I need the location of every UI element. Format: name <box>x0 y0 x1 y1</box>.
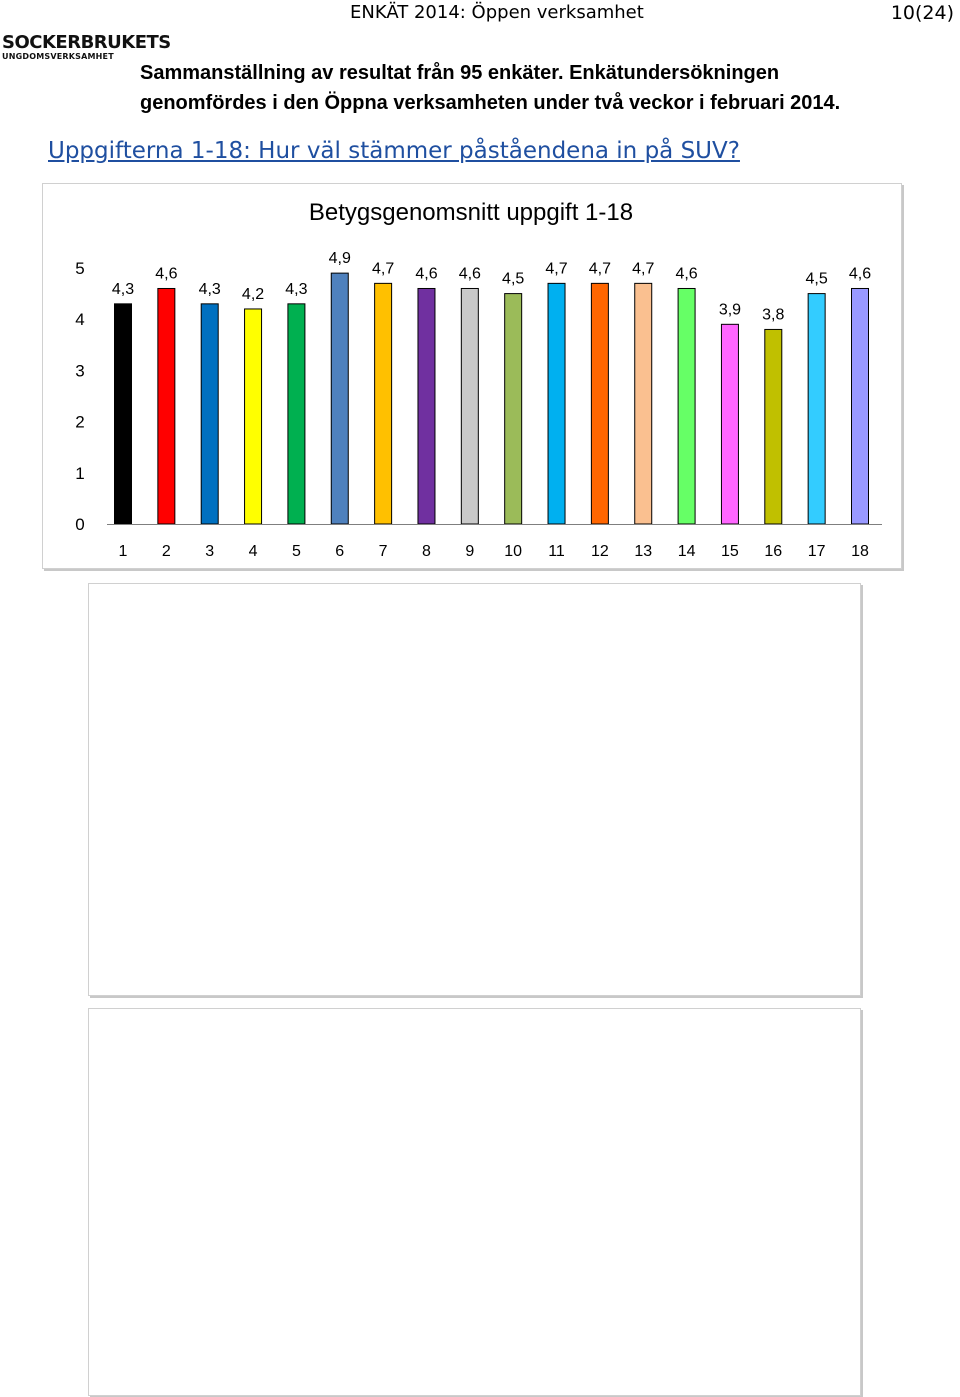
y-tick-label: 0 <box>75 515 84 534</box>
header-title: ENKÄT 2014: Öppen verksamhet <box>350 2 644 23</box>
x-tick-label: 16 <box>764 543 782 560</box>
bar <box>677 287 696 525</box>
x-tick-label: 3 <box>205 543 214 560</box>
data-label: 4,5 <box>502 271 524 288</box>
data-label: 4,6 <box>675 265 697 282</box>
bar <box>634 282 653 525</box>
x-tick-label: 1 <box>119 543 128 560</box>
x-tick-label: 11 <box>548 543 565 560</box>
data-label: 4,6 <box>415 265 437 282</box>
data-label: 4,7 <box>632 260 654 277</box>
data-label: 4,3 <box>199 281 221 298</box>
chart-uppgift-1-3-frame <box>88 583 861 996</box>
question-heading: Uppgifterna 1-18: Hur väl stämmer påståe… <box>48 138 740 164</box>
x-tick-label: 14 <box>678 543 696 560</box>
data-label: 3,9 <box>719 301 741 318</box>
bar <box>330 272 349 525</box>
x-tick-label: 4 <box>249 543 258 560</box>
chart-uppgift-4-6-frame <box>88 1008 861 1396</box>
y-tick-label: 3 <box>75 361 84 380</box>
x-tick-label: 9 <box>465 543 474 560</box>
bar <box>764 328 783 525</box>
x-tick-label: 12 <box>591 543 609 560</box>
y-tick-label: 5 <box>75 259 84 278</box>
bar <box>200 303 219 525</box>
bar <box>807 293 826 525</box>
bar <box>114 303 132 525</box>
bar <box>547 282 566 525</box>
x-tick-label: 6 <box>335 543 344 560</box>
data-label: 4,6 <box>849 265 871 282</box>
x-tick-label: 5 <box>292 543 301 560</box>
intro-line-1: Sammanställning av resultat från 95 enkä… <box>140 62 780 84</box>
intro-line-2: genomfördes i den Öppna verksamheten und… <box>140 92 841 114</box>
data-label: 4,6 <box>155 265 177 282</box>
x-tick-label: 7 <box>379 543 388 560</box>
data-label: 4,6 <box>459 265 481 282</box>
x-tick-label: 8 <box>422 543 431 560</box>
bar <box>590 282 609 525</box>
x-tick-label: 18 <box>851 543 869 560</box>
data-label: 4,7 <box>372 260 394 277</box>
x-tick-label: 2 <box>162 543 171 560</box>
bar <box>720 323 739 525</box>
data-label: 4,3 <box>285 281 307 298</box>
logo-sub-text: UNGDOMSVERKSAMHET <box>2 52 114 61</box>
x-tick-label: 10 <box>504 543 522 560</box>
bar <box>244 308 263 525</box>
x-tick-label: 13 <box>634 543 652 560</box>
bar <box>851 287 869 525</box>
y-tick-label: 1 <box>75 464 84 483</box>
data-label: 3,8 <box>762 306 784 323</box>
bar <box>460 287 479 525</box>
y-tick-label: 2 <box>75 413 84 432</box>
bar <box>417 287 436 525</box>
intro-text: Sammanställning av resultat från 95 enkä… <box>140 58 880 118</box>
bar <box>157 287 176 525</box>
bar <box>504 293 523 525</box>
x-tick-label: 15 <box>721 543 739 560</box>
y-tick-label: 4 <box>75 310 84 329</box>
chart-title: Betygsgenomsnitt uppgift 1-18 <box>309 199 633 226</box>
bar <box>287 303 306 525</box>
data-label: 4,7 <box>545 260 567 277</box>
data-label: 4,9 <box>329 250 351 267</box>
data-label: 4,2 <box>242 286 264 303</box>
bar <box>374 282 393 525</box>
page-number: 10(24) <box>890 2 954 24</box>
data-label: 4,7 <box>589 260 611 277</box>
data-label: 4,5 <box>806 271 828 288</box>
x-tick-label: 17 <box>808 543 826 560</box>
data-label: 4,3 <box>112 281 134 298</box>
